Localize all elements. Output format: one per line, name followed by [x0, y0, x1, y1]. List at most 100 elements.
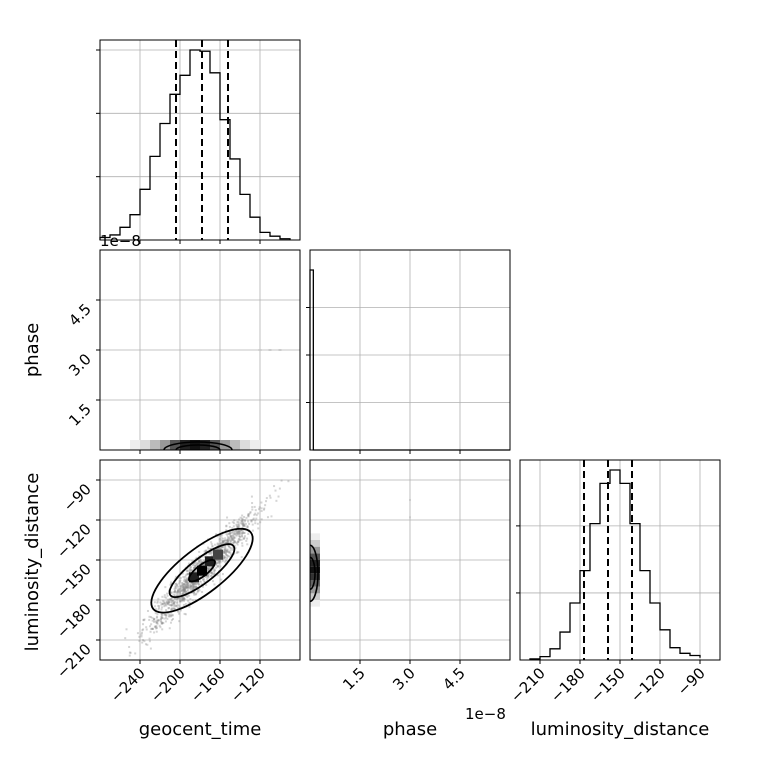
gl-point	[215, 548, 218, 551]
gl-point	[247, 514, 250, 517]
gl-point	[218, 559, 221, 562]
gl-point	[230, 553, 233, 556]
gl-point	[197, 583, 200, 586]
gl-point	[168, 615, 171, 618]
gl-point	[222, 555, 225, 558]
gl-point	[200, 561, 203, 564]
gl-point	[156, 619, 159, 622]
gl-point	[223, 542, 226, 545]
gl-point	[221, 540, 224, 543]
pl-cell-7	[310, 553, 320, 560]
gl-point	[142, 619, 145, 622]
pl-contour-inner	[310, 556, 316, 591]
gl-point	[192, 586, 195, 589]
gl-point	[230, 553, 233, 556]
gl-point	[223, 550, 226, 553]
gl-point	[218, 562, 221, 565]
gl-point	[237, 530, 240, 533]
gl-point	[201, 564, 204, 567]
gl-point	[142, 639, 145, 642]
gl-point	[236, 529, 239, 532]
gl-point	[222, 541, 225, 544]
gl-point	[244, 522, 247, 525]
gl-point	[179, 577, 182, 580]
gp-contour-inner	[175, 444, 221, 450]
gl-point	[210, 543, 213, 546]
gl-point	[172, 591, 175, 594]
gl-point	[153, 625, 156, 628]
gl-point	[196, 590, 199, 593]
gl-point	[145, 626, 148, 629]
gl-point	[124, 637, 127, 640]
gl-point	[134, 652, 137, 655]
gl-point	[249, 512, 252, 515]
gl-point	[208, 566, 211, 569]
gl-point	[234, 541, 237, 544]
gl-point	[186, 586, 189, 589]
gl-point	[185, 579, 188, 582]
gl-point	[180, 596, 183, 599]
gl-point	[222, 556, 225, 559]
gl-point	[255, 517, 258, 520]
gl-point	[226, 555, 229, 558]
gl-point	[170, 591, 173, 594]
gl-point	[185, 587, 188, 590]
gl-point	[206, 574, 209, 577]
gl-point	[202, 578, 205, 581]
gl-point	[205, 550, 208, 553]
gl-point	[201, 561, 204, 564]
gl-point	[190, 585, 193, 588]
gl-point	[172, 602, 175, 605]
gl-point	[209, 548, 212, 551]
gl-point	[176, 609, 179, 612]
gl-point	[226, 548, 229, 551]
gl-point	[178, 620, 181, 623]
gl-point	[187, 562, 190, 565]
gl-point	[178, 597, 181, 600]
gl-point	[171, 614, 174, 617]
gl-point	[136, 632, 139, 635]
gl-point	[170, 613, 173, 616]
gl-point	[158, 606, 161, 609]
gl-point	[211, 573, 214, 576]
gl-point	[171, 599, 174, 602]
gl-point	[225, 550, 228, 553]
gl-point	[160, 615, 163, 618]
gl-point	[223, 556, 226, 559]
gl-point	[233, 541, 236, 544]
gl-point	[225, 550, 228, 553]
gp-cell-11	[240, 440, 250, 450]
gl-point	[254, 512, 257, 515]
gl-point	[141, 629, 144, 632]
gl-point	[225, 525, 228, 528]
gl-point	[221, 546, 224, 549]
gp-ytick-label-0: 1.5	[65, 400, 95, 430]
gl-point	[263, 507, 266, 510]
gl-point	[151, 616, 154, 619]
gl-point	[183, 597, 186, 600]
gl-point	[193, 582, 196, 585]
gl-point	[166, 592, 169, 595]
gl-point	[189, 587, 192, 590]
gl-point	[224, 559, 227, 562]
gl-point	[198, 559, 201, 562]
gl-point	[184, 586, 187, 589]
gl-point	[225, 541, 228, 544]
gl-point	[226, 541, 229, 544]
gl-point	[239, 528, 242, 531]
gl-point	[148, 640, 151, 643]
gl-point	[145, 628, 148, 631]
gl-point	[241, 514, 244, 517]
gl-point	[209, 567, 212, 570]
gl-point	[250, 519, 253, 522]
gl-point	[243, 516, 246, 519]
gl-point	[226, 539, 229, 542]
gl-point	[163, 596, 166, 599]
gl-xtick-label-0: −240	[107, 664, 149, 706]
offset-label-geocent: 1e−8	[100, 232, 141, 250]
gl-point	[140, 633, 143, 636]
gl-point	[183, 588, 186, 591]
gl-point	[182, 588, 185, 591]
gl-point	[179, 599, 182, 602]
gl-point	[149, 616, 152, 619]
